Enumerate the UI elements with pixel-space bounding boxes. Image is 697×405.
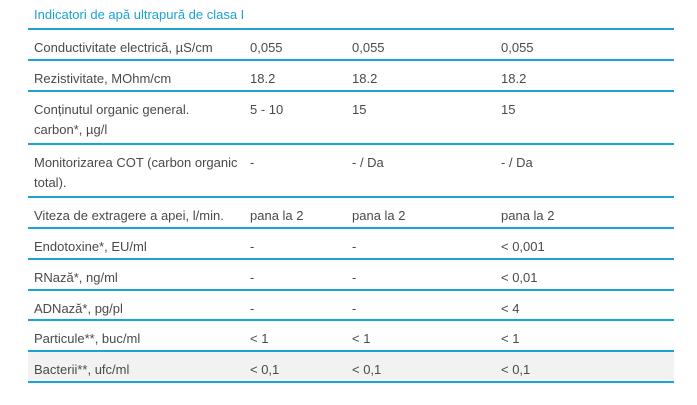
table-row: Conductivitate electrică, µS/cm 0,055 0,… xyxy=(28,30,674,61)
table-row: Particule**, buc/ml < 1 < 1 < 1 xyxy=(28,320,674,352)
cell-value: - xyxy=(244,228,346,260)
cell-value: 0,055 xyxy=(244,30,346,61)
cell-value: < 0,1 xyxy=(346,351,495,383)
cell-value: pana la 2 xyxy=(346,197,495,229)
table-row: ADNază*, pg/pl - - < 4 xyxy=(28,290,674,321)
cell-value: < 1 xyxy=(495,320,674,352)
cell-value: 0,055 xyxy=(346,30,495,61)
row-label: Monitorizarea COT (carbon organic total)… xyxy=(28,144,244,198)
row-label: Conductivitate electrică, µS/cm xyxy=(28,30,244,61)
specifications-table: Conductivitate electrică, µS/cm 0,055 0,… xyxy=(28,30,674,383)
table-title: Indicatori de apă ultrapură de clasa I xyxy=(28,0,674,30)
cell-value: - xyxy=(244,259,346,291)
cell-value: < 0,01 xyxy=(495,259,674,291)
cell-value: pana la 2 xyxy=(495,197,674,229)
table-row: Bacterii**, ufc/ml < 0,1 < 0,1 < 0,1 xyxy=(28,351,674,383)
row-label: Particule**, buc/ml xyxy=(28,320,244,352)
table-row: Viteza de extragere a apei, l/min. pana … xyxy=(28,197,674,229)
cell-value: < 0,1 xyxy=(495,351,674,383)
table-row: Rezistivitate, MOhm/cm 18.2 18.2 18.2 xyxy=(28,60,674,92)
cell-value: - xyxy=(346,228,495,260)
cell-value: - xyxy=(346,259,495,291)
cell-value: - xyxy=(244,290,346,321)
cell-value: 15 xyxy=(495,91,674,145)
cell-value: < 0,001 xyxy=(495,228,674,260)
row-label: Rezistivitate, MOhm/cm xyxy=(28,60,244,92)
cell-value: - xyxy=(244,144,346,198)
cell-value: 0,055 xyxy=(495,30,674,61)
cell-value: < 0,1 xyxy=(244,351,346,383)
table-row: Conținutul organic general. carbon*, µg/… xyxy=(28,91,674,145)
cell-value: 18.2 xyxy=(495,60,674,92)
table-row: Monitorizarea COT (carbon organic total)… xyxy=(28,144,674,198)
cell-value: - xyxy=(346,290,495,321)
row-label: Conținutul organic general. carbon*, µg/… xyxy=(28,91,244,145)
cell-value: - / Da xyxy=(495,144,674,198)
cell-value: 18.2 xyxy=(244,60,346,92)
cell-value: < 1 xyxy=(346,320,495,352)
row-label: Bacterii**, ufc/ml xyxy=(28,351,244,383)
cell-value: 18.2 xyxy=(346,60,495,92)
cell-value: 15 xyxy=(346,91,495,145)
ultrapure-water-table-section: Indicatori de apă ultrapură de clasa I C… xyxy=(28,0,674,383)
row-label: RNază*, ng/ml xyxy=(28,259,244,291)
cell-value: pana la 2 xyxy=(244,197,346,229)
row-label: Viteza de extragere a apei, l/min. xyxy=(28,197,244,229)
cell-value: - / Da xyxy=(346,144,495,198)
cell-value: < 1 xyxy=(244,320,346,352)
table-row: RNază*, ng/ml - - < 0,01 xyxy=(28,259,674,291)
cell-value: 5 - 10 xyxy=(244,91,346,145)
cell-value: < 4 xyxy=(495,290,674,321)
table-row: Endotoxine*, EU/ml - - < 0,001 xyxy=(28,228,674,260)
row-label: ADNază*, pg/pl xyxy=(28,290,244,321)
row-label: Endotoxine*, EU/ml xyxy=(28,228,244,260)
